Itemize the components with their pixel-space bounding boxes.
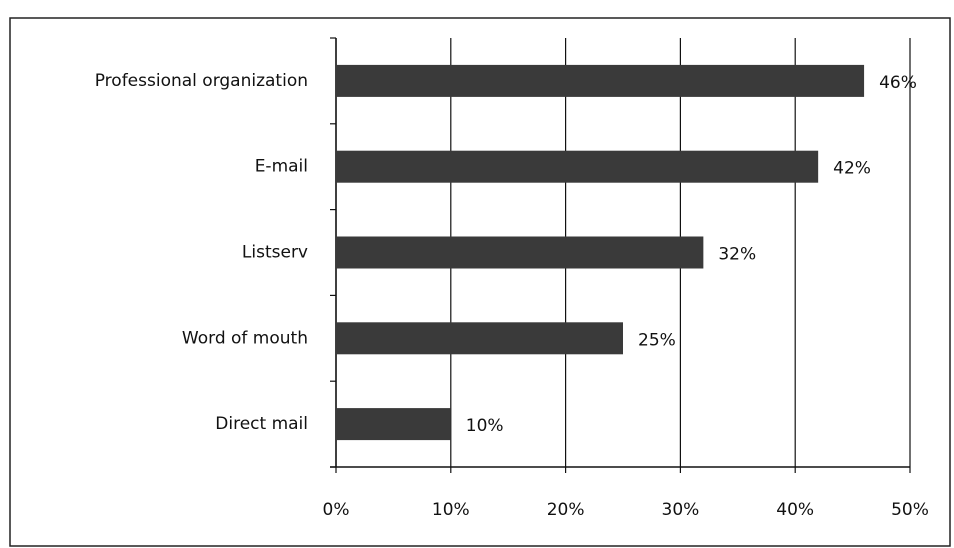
data-label: 25% — [638, 330, 676, 350]
data-label: 46% — [879, 73, 917, 93]
x-tick-label: 0% — [323, 500, 350, 520]
x-tick-label: 10% — [432, 500, 470, 520]
bar — [336, 408, 451, 441]
data-label: 42% — [833, 159, 871, 179]
bar — [336, 322, 623, 355]
data-label: 10% — [466, 416, 504, 436]
data-label: 32% — [718, 245, 756, 265]
x-tick-label: 40% — [776, 500, 814, 520]
y-tick-label: E-mail — [255, 157, 308, 177]
bar — [336, 150, 819, 183]
x-tick-label: 50% — [891, 500, 929, 520]
y-tick-label: Word of mouth — [182, 328, 308, 348]
x-tick-label: 30% — [662, 500, 700, 520]
y-tick-label: Professional organization — [95, 71, 308, 91]
chart-frame — [9, 17, 951, 547]
bar — [336, 64, 865, 97]
y-tick-label: Listserv — [242, 243, 308, 263]
bar — [336, 236, 704, 269]
x-tick-label: 20% — [547, 500, 585, 520]
y-tick-label: Direct mail — [215, 414, 308, 434]
